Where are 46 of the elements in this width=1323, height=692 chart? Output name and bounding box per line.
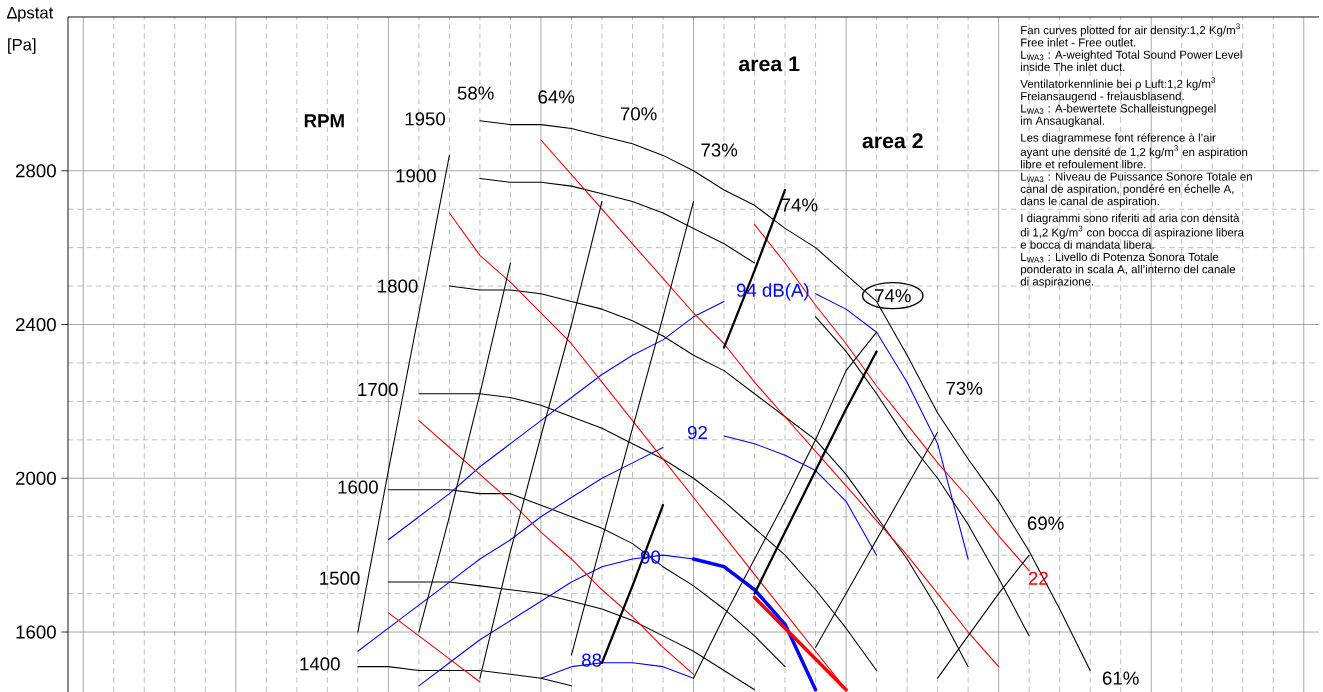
annotation: Les diagrammese font réference à l’air [1021,133,1216,144]
annotation: e bocca di mandata libera. [1020,240,1154,249]
annotation: 64% [538,90,575,104]
series-label: 1500 [320,571,360,585]
annotation: 73% [946,381,983,395]
annotation: inside The inlet duct. [1021,62,1125,72]
annotation: 74% [781,198,818,212]
annotation: libre et refoulement libre. [1021,159,1146,169]
annotation: di aspirazione. [1020,277,1094,288]
series-label: 1600 [338,480,378,494]
annotation: Freiansaugend - freiausblasend. [1021,91,1184,103]
y-tick-label: 1600 [16,625,56,639]
series-label: 92 [687,425,707,440]
text: 1900 [396,169,436,183]
annotation: L$_{WA3}$ : A-weighted Total Sound Power Level [1021,50,1242,62]
annotation: 61% [1102,671,1139,685]
annotation: 58% [457,86,494,100]
annotation: area 1 [738,56,800,72]
annotation: 73% [701,143,738,157]
y-tick-label: 2000 [16,471,56,485]
annotation: ayant une densité de 1,2 kg/m$^{3}$ en aspiration [1020,145,1248,159]
annotation: ponderato in scala A, all’interno del canale [1020,264,1236,276]
y-tick-label: 2400 [16,317,56,332]
series-label: 1950 [405,112,446,126]
annotation: canal de aspiration, pondéré en échelle A, [1020,184,1234,196]
annotation: dans le canal de aspiration. [1020,196,1159,208]
series-label: 1800 [378,279,418,293]
annotation: 74% [875,289,911,303]
annotation: RPM [304,114,344,128]
annotation: di 1,2 Kg/m$^{3}$ con bocca di aspirazione libera [1020,225,1244,239]
annotation: Fan curves plotted for air density:1,2 Kg/m$^{3}$ [1021,23,1240,37]
annotation: 70% [620,107,657,121]
annotation: area 2 [862,133,923,149]
annotation: L$_{WA3}$ : A-bewertete Schalleistungpegel [1021,104,1216,115]
series-label: 1400 [300,657,340,671]
annotation: Free inlet - Free outlet. [1021,38,1136,47]
annotation: im Ansaugkanal. [1021,116,1104,128]
annotation: L$_{WA3}$ : Niveau de Puissance Sonore Totale en [1021,172,1252,183]
y-tick-label: 2800 [16,164,56,178]
series-label: 1700 [358,382,398,397]
series-label: 88 [582,653,602,667]
annotation: 69% [1027,516,1064,530]
y-axis-title: ∆pstat [Pa] [6,6,54,54]
annotation: Ventilatorkennlinie bei ρ Luft:1,2 kg/m$^{3}$ [1020,77,1216,91]
annotation: L$_{WA3}$ : Livello di Potenza Sonora Totale [1021,252,1219,263]
annotation: I diagrammi sono riferiti ad aria con densità [1021,213,1240,225]
